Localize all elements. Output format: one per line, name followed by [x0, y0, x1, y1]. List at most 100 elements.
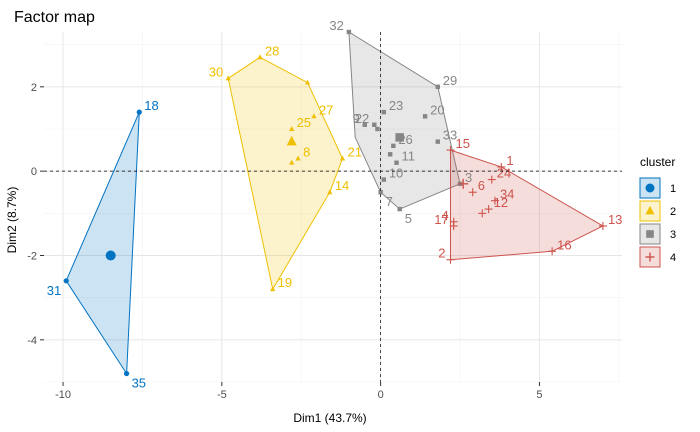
cluster-1-point [136, 109, 142, 115]
point-label: 22 [355, 111, 369, 126]
legend: cluster 1 2 3 4 [639, 155, 676, 268]
point-label: 30 [209, 64, 223, 79]
cluster-4-point [446, 146, 455, 155]
cluster-3-point [397, 206, 402, 212]
point-label: 4 [441, 208, 448, 223]
cluster-4-point [468, 188, 477, 197]
point-label: 11 [402, 149, 416, 164]
legend-label-2: 2 [670, 206, 676, 218]
cluster-2-point [311, 113, 317, 119]
legend-title: cluster [640, 155, 675, 169]
point-label: 29 [443, 73, 457, 88]
y-tick-label: 0 [31, 166, 37, 178]
point-label: 16 [557, 237, 571, 252]
cluster-3-point [381, 109, 387, 115]
x-tick-label: 0 [378, 389, 384, 401]
axes: -10 -5 0 5 -4 -2 0 2 [27, 32, 622, 401]
legend-label-3: 3 [670, 229, 676, 241]
cluster-3-point [435, 139, 441, 144]
cluster-3-point [391, 143, 396, 149]
cluster-3-point [346, 29, 352, 35]
point-label: 35 [132, 376, 146, 391]
cluster-2-point [270, 286, 276, 292]
cluster-2-point [327, 189, 333, 195]
y-tick-label: -2 [27, 250, 37, 262]
cluster-2-point [257, 54, 263, 60]
cluster-3-point [381, 177, 387, 182]
cluster-2-point [225, 75, 231, 81]
cluster-4-point [598, 221, 607, 230]
cluster-3-point [378, 190, 383, 195]
chart-title: Factor map [14, 9, 95, 26]
point-label: 13 [608, 212, 622, 227]
point-label: 6 [478, 178, 485, 193]
cluster-2-hull [227, 56, 344, 291]
x-axis-label: Dim1 (43.7%) [293, 411, 366, 425]
point-label: 25 [297, 115, 311, 130]
cluster-4-point [497, 162, 506, 171]
point-labels: 18 31 35 28 30 27 25 8 21 1 4 19 32 29 2 3 20 229 33 26 11 10… [47, 18, 623, 391]
data-points [63, 29, 607, 377]
point-label: 33 [443, 128, 457, 143]
point-label: 18 [144, 98, 158, 113]
point-label: 20 [430, 102, 444, 117]
point-label: 34 [500, 187, 514, 202]
cluster-3-point [372, 122, 377, 127]
cluster-3-point [387, 152, 393, 157]
cluster-4-hull [450, 149, 604, 261]
y-axis-label: Dim2 (8.7%) [5, 187, 19, 254]
legend-symbol-1 [645, 183, 655, 193]
cluster-2-point [339, 155, 346, 161]
x-tick-label: -10 [55, 389, 71, 401]
point-label: 21 [348, 145, 362, 160]
point-label: 10 [389, 166, 403, 181]
cluster-4-point [487, 175, 496, 184]
legend-symbol-3 [646, 230, 654, 238]
legend-label-4: 4 [670, 252, 676, 264]
point-label: 2 [438, 246, 445, 261]
point-label: 31 [47, 283, 61, 298]
x-tick-label: 5 [536, 389, 542, 401]
cluster-4-point [449, 221, 458, 230]
cluster-2-point [304, 79, 311, 85]
point-label: 27 [319, 102, 333, 117]
legend-symbol-4 [645, 252, 655, 262]
point-label: 17 [434, 212, 448, 227]
point-label: 1 [506, 153, 513, 168]
cluster-4-point [548, 247, 557, 256]
cluster-2-centroid [286, 135, 297, 146]
point-label: 26 [398, 132, 412, 147]
cluster-4-point [490, 196, 499, 205]
cluster-3-point [435, 84, 441, 90]
point-label: 3 [465, 170, 472, 185]
y-tick-label: 2 [31, 82, 37, 94]
y-tick-label: -4 [27, 335, 37, 347]
cluster-3-point [422, 114, 428, 119]
cluster-2-point [289, 159, 295, 165]
x-tick-label: -5 [217, 389, 227, 401]
point-label: 5 [405, 211, 412, 226]
cluster-3-point [394, 160, 399, 165]
point-label: 7 [386, 194, 393, 209]
cluster-1-centroid [105, 250, 116, 261]
point-label: 32 [329, 18, 343, 33]
point-label: 15 [456, 136, 470, 151]
cluster-1-hull [65, 111, 140, 376]
point-label: 19 [278, 275, 292, 290]
point-label: 12 [494, 195, 508, 210]
point-label: 8 [303, 145, 310, 160]
point-label: 9 [353, 111, 360, 126]
cluster-1-point [63, 278, 69, 284]
cluster-4-point [478, 209, 487, 218]
cluster-3-point [362, 122, 367, 127]
cluster-2-point [289, 125, 295, 131]
point-label: 28 [265, 43, 279, 58]
legend-symbol-2 [645, 205, 655, 215]
cluster-4-centroid [458, 178, 469, 189]
cluster-hulls [65, 31, 604, 376]
cluster-3-centroid [395, 133, 404, 142]
cluster-4-point [446, 255, 455, 264]
legend-label-1: 1 [670, 183, 676, 195]
cluster-4-point [484, 205, 493, 214]
